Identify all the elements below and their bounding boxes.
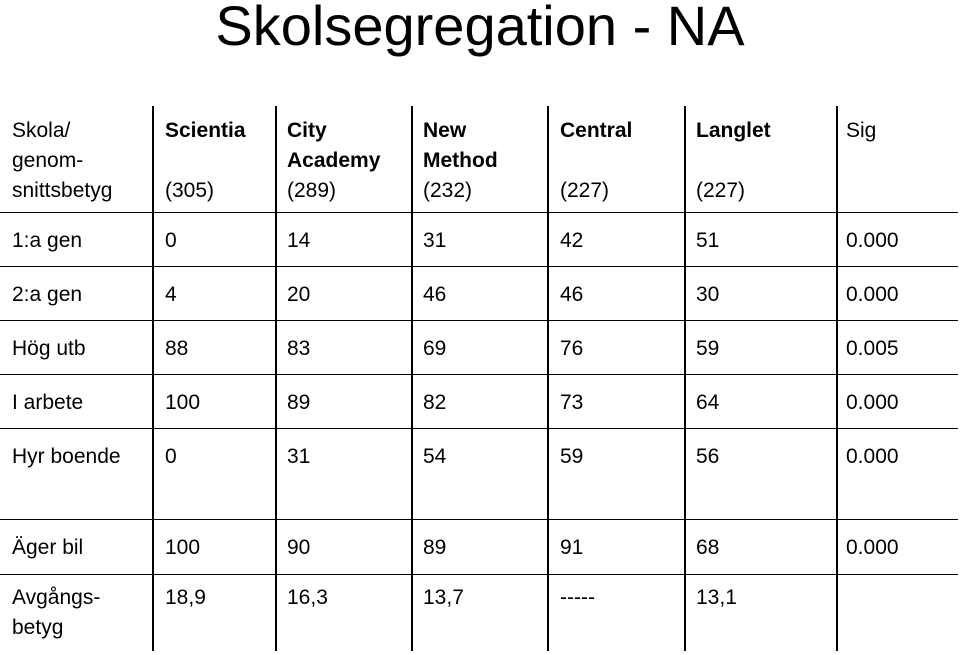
header-school-new-method: New Method (232) — [423, 119, 498, 202]
table-cell: 31 — [423, 229, 447, 252]
sig-cell: 0.000 — [846, 391, 899, 414]
row-label: Hög utb — [12, 337, 86, 360]
table-cell: 31 — [287, 445, 311, 468]
table-cell: 100 — [165, 536, 201, 559]
row-label: Äger bil — [12, 536, 84, 559]
table-cell: ----- — [560, 586, 595, 609]
header-school-langlet: Langlet (227) — [696, 119, 771, 202]
table-cell: 82 — [423, 391, 447, 414]
table-cell: 4 — [165, 283, 177, 306]
table-cell: 100 — [165, 391, 201, 414]
table-cell: 51 — [696, 229, 720, 252]
table-cell: 16,3 — [287, 586, 328, 609]
table-cell: 42 — [560, 229, 584, 252]
column-divider — [275, 106, 277, 651]
table-cell: 20 — [287, 283, 311, 306]
table-cell: 64 — [696, 391, 720, 414]
table-cell: 69 — [423, 337, 447, 360]
table-cell: 88 — [165, 337, 189, 360]
table-cell: 18,9 — [165, 586, 206, 609]
table-row: 1:a gen 0 14 31 42 51 0.000 — [0, 213, 958, 267]
table-cell: 46 — [423, 283, 447, 306]
table-row: Äger bil 100 90 89 91 68 0.000 — [0, 520, 958, 575]
sig-cell: 0.000 — [846, 445, 899, 468]
data-table: Skola/ genom- snittsbetyg Scientia (305)… — [0, 106, 958, 655]
table-row: 2:a gen 4 20 46 46 30 0.000 — [0, 267, 958, 321]
row-label: Hyr boende — [12, 445, 121, 468]
column-divider — [836, 106, 838, 651]
column-divider — [547, 106, 549, 651]
table-cell: 89 — [423, 536, 447, 559]
sig-cell: 0.005 — [846, 337, 899, 360]
table-cell: 54 — [423, 445, 447, 468]
table-cell: 14 — [287, 229, 311, 252]
column-divider — [411, 106, 413, 651]
table-row: Hög utb 88 83 69 76 59 0.005 — [0, 321, 958, 375]
table-header-row: Skola/ genom- snittsbetyg Scientia (305)… — [0, 106, 958, 213]
footer-label: Avgångs- betyg — [12, 586, 101, 639]
table-cell: 73 — [560, 391, 584, 414]
header-school-scientia: Scientia (305) — [165, 119, 246, 202]
table-cell: 56 — [696, 445, 720, 468]
table-cell: 46 — [560, 283, 584, 306]
column-divider — [684, 106, 686, 651]
table-cell: 91 — [560, 536, 584, 559]
column-divider — [152, 106, 154, 651]
page-title: Skolsegregation - NA — [215, 0, 745, 57]
table-cell: 13,1 — [696, 586, 737, 609]
table-cell: 89 — [287, 391, 311, 414]
table-cell: 83 — [287, 337, 311, 360]
header-row-label: Skola/ genom- snittsbetyg — [12, 119, 113, 202]
header-sig: Sig — [846, 119, 877, 142]
sig-cell: 0.000 — [846, 536, 899, 559]
table-cell: 59 — [696, 337, 720, 360]
table-cell: 30 — [696, 283, 720, 306]
header-school-central: Central (227) — [560, 119, 633, 202]
table-cell: 90 — [287, 536, 311, 559]
row-label: I arbete — [12, 391, 84, 414]
table-footer-row: Avgångs- betyg 18,9 16,3 13,7 ----- 13,1 — [0, 575, 958, 655]
table-cell: 76 — [560, 337, 584, 360]
header-school-city-academy: City Academy (289) — [287, 119, 381, 202]
row-label: 1:a gen — [12, 229, 83, 252]
sig-cell: 0.000 — [846, 229, 899, 252]
table-cell: 0 — [165, 445, 177, 468]
row-label: 2:a gen — [12, 283, 83, 306]
sig-cell: 0.000 — [846, 283, 899, 306]
table-row: I arbete 100 89 82 73 64 0.000 — [0, 375, 958, 429]
table-cell: 68 — [696, 536, 720, 559]
table-cell: 59 — [560, 445, 584, 468]
table-cell: 0 — [165, 229, 177, 252]
table-row: Hyr boende 0 31 54 59 56 0.000 — [0, 429, 958, 520]
table-cell: 13,7 — [423, 586, 464, 609]
